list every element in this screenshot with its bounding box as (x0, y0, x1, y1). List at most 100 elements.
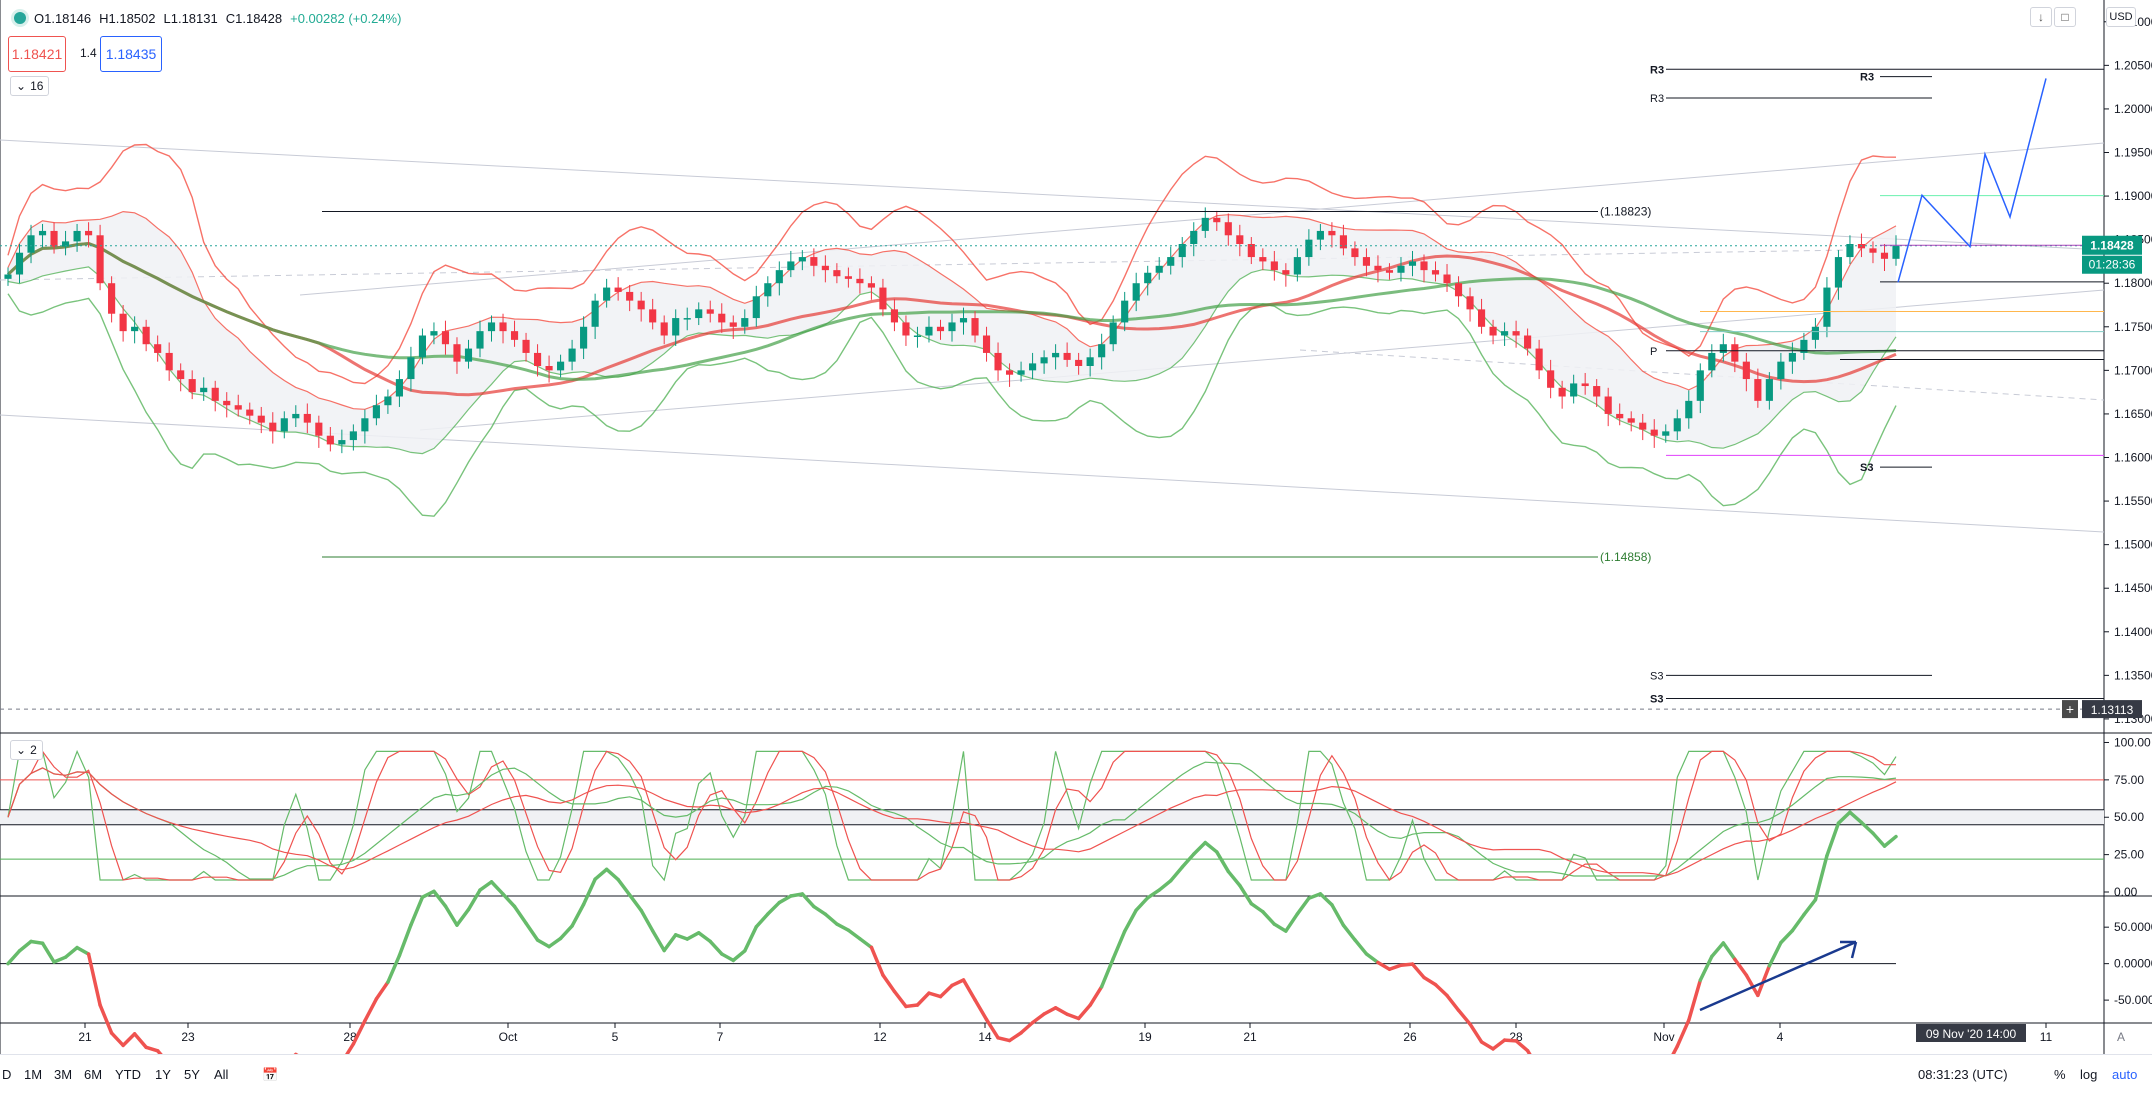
download-icon[interactable]: ↓ (2030, 7, 2052, 27)
sell-button[interactable]: 1.18421 (8, 36, 66, 72)
candle-body (1271, 261, 1278, 270)
candle-body (1869, 248, 1876, 252)
candle-body (177, 370, 184, 379)
range-6m[interactable]: 6M (84, 1067, 102, 1082)
candle-body (1651, 430, 1658, 436)
momentum-segment (722, 954, 734, 960)
x-tick-label: 4 (1777, 1030, 1784, 1044)
bottom-toolbar (0, 1054, 2152, 1089)
chevron-down-icon: ⌄ (16, 743, 26, 757)
momentum-segment (1044, 1008, 1056, 1014)
momentum-segment (1884, 837, 1896, 847)
log-toggle[interactable]: log (2080, 1067, 2097, 1082)
candle-body (787, 261, 794, 270)
candle-body (1685, 401, 1692, 418)
momentum-segment (411, 897, 423, 925)
momentum-segment (1735, 959, 1747, 975)
momentum-segment (89, 954, 101, 1005)
momentum-segment (77, 948, 89, 954)
momentum-segment (756, 914, 768, 927)
candle-body (1409, 261, 1416, 265)
range-d[interactable]: D (2, 1067, 11, 1082)
momentum-segment (584, 879, 596, 904)
currency-label[interactable]: USD (2106, 7, 2136, 27)
candle-body (822, 266, 829, 270)
y-tick-label: 1.14000 (2114, 625, 2152, 639)
auto-toggle[interactable]: auto (2112, 1067, 2137, 1082)
buy-button[interactable]: 1.18435 (100, 36, 162, 72)
momentum-segment (388, 956, 400, 983)
candle-body (1582, 383, 1589, 386)
momentum-segment (1182, 854, 1194, 867)
candle-body (97, 235, 104, 283)
candle-body (914, 336, 921, 338)
momentum-segment (779, 896, 791, 903)
momentum-segment (457, 910, 469, 926)
osc-indicators-toggle[interactable]: ⌄ 2 (10, 740, 43, 760)
candle-body (1881, 253, 1888, 259)
candle-body (868, 283, 875, 287)
level-low-label: (1.14858) (1600, 550, 1651, 564)
momentum-segment (1148, 890, 1160, 898)
percent-toggle[interactable]: % (2054, 1067, 2066, 1082)
candle-body (4, 275, 11, 279)
momentum-segment (952, 980, 964, 985)
candle-body (1305, 240, 1312, 257)
candle-body (626, 292, 633, 301)
y-tick-label: 0.00 (2114, 885, 2138, 899)
candle-body (902, 322, 909, 335)
candle-body (1328, 231, 1335, 235)
momentum-segment (964, 980, 976, 1000)
candle-body (338, 440, 345, 444)
range-5y[interactable]: 5Y (184, 1067, 200, 1082)
candle-body (315, 423, 322, 436)
momentum-segment (699, 933, 711, 942)
candle-body (1674, 418, 1681, 431)
candle-body (833, 270, 840, 276)
range-1m[interactable]: 1M (24, 1067, 42, 1082)
candle-body (350, 431, 357, 440)
momentum-segment (1079, 1005, 1091, 1018)
x-tick-label: Nov (1653, 1030, 1674, 1044)
momentum-segment (1827, 823, 1839, 855)
candle-body (384, 397, 391, 406)
candle-body (1605, 397, 1612, 414)
momentum-segment (595, 869, 607, 879)
calendar-range-icon[interactable]: 📅 (262, 1067, 278, 1083)
candle-body (50, 231, 57, 247)
y-tick-label: 1.17500 (2114, 320, 2152, 334)
pivot-label: S3 (1650, 693, 1663, 705)
pivot-label: S3 (1650, 670, 1663, 682)
fullscreen-icon[interactable]: □ (2054, 7, 2076, 27)
momentum-segment (1700, 956, 1712, 980)
candle-body (120, 314, 127, 331)
candle-body (1075, 360, 1082, 366)
momentum-segment (1343, 925, 1355, 940)
candle-body (730, 322, 737, 326)
candle-body (1639, 423, 1646, 430)
momentum-segment (630, 895, 642, 911)
candle-body (1559, 388, 1566, 397)
main-indicators-toggle[interactable]: ⌄ 16 (10, 76, 49, 96)
utc-clock[interactable]: 08:31:23 (UTC) (1918, 1067, 2008, 1082)
range-ytd[interactable]: YTD (115, 1067, 141, 1082)
momentum-segment (1493, 1040, 1505, 1049)
momentum-segment (1309, 894, 1321, 898)
candle-body (361, 418, 368, 431)
candle-body (1892, 246, 1899, 259)
candle-body (1777, 362, 1784, 379)
momentum-segment (434, 891, 446, 906)
range-all[interactable]: All (214, 1067, 228, 1082)
y-tick-label: 1.20000 (2114, 102, 2152, 116)
momentum-segment (1021, 1023, 1033, 1033)
momentum-segment (538, 940, 550, 947)
range-3m[interactable]: 3M (54, 1067, 72, 1082)
range-1y[interactable]: 1Y (155, 1067, 171, 1082)
candle-body (1466, 296, 1473, 309)
momentum-segment (1171, 867, 1183, 881)
indicator-count: 2 (30, 743, 37, 757)
momentum-segment (998, 1038, 1010, 1041)
candle-body (661, 322, 668, 335)
